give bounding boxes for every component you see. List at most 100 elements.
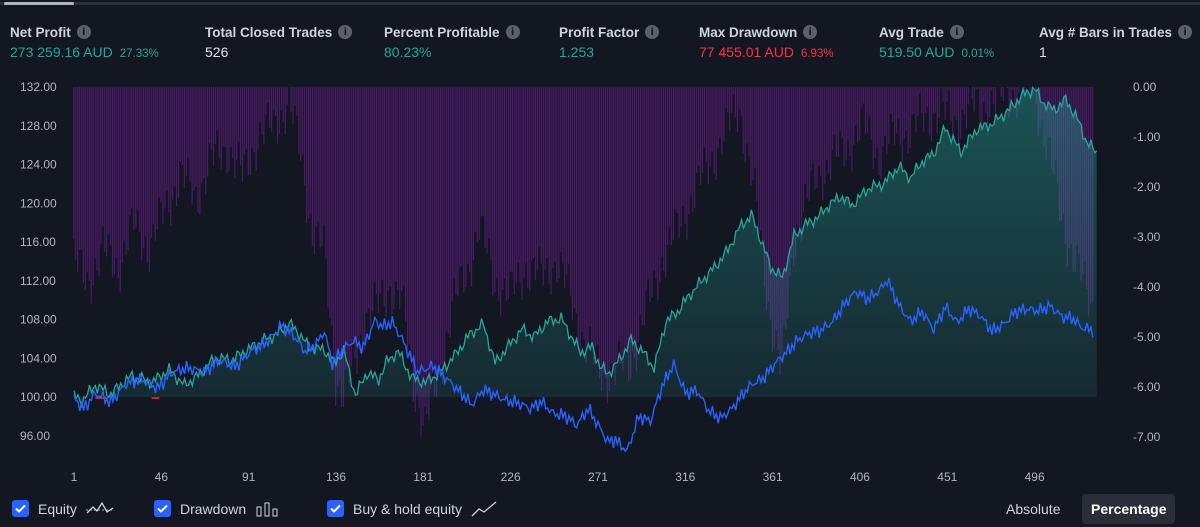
drawdown-bar <box>567 87 570 264</box>
drawdown-bar <box>711 87 713 152</box>
drawdown-bar <box>379 87 381 294</box>
drawdown-bar <box>789 87 791 276</box>
drawdown-bar <box>750 87 752 186</box>
drawdown-bar <box>496 87 498 278</box>
drawdown-bar <box>319 87 321 248</box>
drawdown-bar <box>895 87 898 133</box>
drawdown-label: Drawdown <box>180 500 247 517</box>
drawdown-toggle[interactable]: Drawdown <box>154 500 279 517</box>
scrollbar-track <box>0 2 1200 5</box>
drawdown-bar <box>765 87 768 310</box>
y-right-tick-label: -2.00 <box>1133 180 1161 194</box>
drawdown-bar <box>158 87 160 198</box>
drawdown-bar <box>108 87 110 235</box>
drawdown-bar <box>746 87 748 144</box>
drawdown-bar <box>940 87 942 89</box>
drawdown-bar <box>804 87 806 185</box>
drawdown-bar <box>670 87 673 245</box>
top-scrollbar[interactable] <box>0 0 1200 6</box>
checkbox-checked-icon[interactable] <box>327 500 344 517</box>
drawdown-bar <box>569 87 572 296</box>
scrollbar-thumb[interactable] <box>4 2 74 5</box>
drawdown-bar <box>529 87 531 291</box>
drawdown-bar <box>278 87 281 134</box>
drawdown-bar <box>699 87 702 185</box>
drawdown-bar <box>734 87 737 118</box>
drawdown-bar <box>816 87 818 188</box>
drawdown-bar <box>224 87 226 147</box>
info-icon[interactable]: i <box>949 25 964 39</box>
drawdown-bar <box>393 87 395 310</box>
drawdown-bar <box>340 87 343 407</box>
equity-chart[interactable]: 132.00 128.00 124.00 120.00 116.00 112.00 108.… <box>0 75 1200 490</box>
drawdown-bar <box>851 87 853 172</box>
drawdown-bar <box>257 87 259 149</box>
info-icon[interactable]: i <box>505 25 520 39</box>
drawdown-bar <box>829 87 832 181</box>
drawdown-bar <box>368 87 370 308</box>
x-tick-label: 181 <box>413 470 433 484</box>
drawdown-bar <box>828 87 830 174</box>
drawdown-bar <box>971 87 973 100</box>
x-tick-label: 91 <box>242 470 256 484</box>
drawdown-bar <box>397 87 399 290</box>
drawdown-bar <box>137 87 139 211</box>
drawdown-bar <box>872 87 874 170</box>
drawdown-bar <box>573 87 575 308</box>
drawdown-bar <box>936 87 938 134</box>
drawdown-bar <box>346 87 348 366</box>
drawdown-bar <box>587 87 589 349</box>
drawdown-bar <box>571 87 574 321</box>
drawdown-bar <box>286 87 288 106</box>
drawdown-bar <box>604 87 607 379</box>
drawdown-bar <box>354 87 356 359</box>
drawdown-bar <box>796 87 799 227</box>
drawdown-bar <box>620 87 622 364</box>
drawdown-bar <box>255 87 257 171</box>
drawdown-bar <box>725 87 727 109</box>
drawdown-bar <box>179 87 182 162</box>
drawdown-bar <box>633 87 636 358</box>
drawdown-bar <box>824 87 826 184</box>
drawdown-bar <box>630 87 632 380</box>
x-tick-label: 316 <box>675 470 695 484</box>
drawdown-bar <box>635 87 638 372</box>
x-tick-label: 451 <box>937 470 957 484</box>
drawdown-bar <box>298 87 300 154</box>
drawdown-bar <box>86 87 88 273</box>
drawdown-bar <box>560 87 562 253</box>
drawdown-bar <box>401 87 403 292</box>
drawdown-bar <box>220 87 222 169</box>
drawdown-bar <box>513 87 515 295</box>
drawdown-bar <box>632 87 634 352</box>
info-icon[interactable]: i <box>76 25 91 39</box>
drawdown-bar <box>337 87 339 387</box>
drawdown-bar <box>917 87 919 116</box>
drawdown-bar <box>1000 87 1002 97</box>
y-right-tick-label: -1.00 <box>1133 130 1161 144</box>
drawdown-bar <box>837 87 839 157</box>
drawdown-bar <box>812 87 814 164</box>
checkbox-checked-icon[interactable] <box>154 500 171 517</box>
drawdown-bar <box>696 87 698 173</box>
equity-toggle[interactable]: Equity <box>12 500 114 517</box>
checkbox-checked-icon[interactable] <box>12 500 29 517</box>
percentage-button[interactable]: Percentage <box>1082 494 1176 524</box>
drawdown-bar <box>657 87 659 301</box>
drawdown-bar <box>989 87 991 118</box>
drawdown-bar <box>822 87 824 201</box>
drawdown-bar <box>740 87 742 116</box>
info-icon[interactable]: i <box>645 25 660 39</box>
info-icon[interactable]: i <box>338 25 353 39</box>
drawdown-bar <box>959 87 962 139</box>
absolute-button[interactable]: Absolute <box>1006 501 1061 517</box>
x-tick-label: 496 <box>1025 470 1045 484</box>
stat-value: 1 <box>1039 44 1047 60</box>
drawdown-bar <box>618 87 620 342</box>
drawdown-bar <box>174 87 176 188</box>
drawdown-bar <box>199 87 201 215</box>
info-icon[interactable]: i <box>803 25 818 39</box>
info-icon[interactable]: i <box>1178 25 1193 39</box>
drawdown-bar <box>117 87 119 279</box>
buy-hold-toggle[interactable]: Buy & hold equity <box>327 500 497 517</box>
